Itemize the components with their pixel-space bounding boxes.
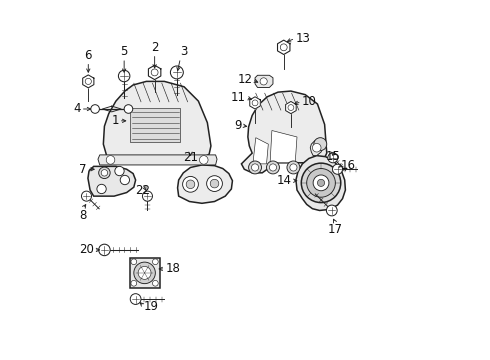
Text: 13: 13 bbox=[295, 32, 310, 45]
Text: 3: 3 bbox=[180, 45, 188, 58]
Circle shape bbox=[210, 179, 219, 188]
Text: 7: 7 bbox=[79, 163, 87, 176]
Text: 15: 15 bbox=[325, 149, 340, 162]
Circle shape bbox=[130, 294, 141, 305]
Text: 9: 9 bbox=[234, 119, 242, 132]
Circle shape bbox=[124, 105, 133, 113]
Polygon shape bbox=[242, 91, 327, 173]
Polygon shape bbox=[255, 75, 273, 87]
Text: 18: 18 bbox=[166, 262, 180, 275]
Circle shape bbox=[313, 143, 321, 152]
Polygon shape bbox=[310, 140, 323, 156]
Circle shape bbox=[131, 259, 137, 265]
Polygon shape bbox=[83, 75, 94, 88]
Text: 17: 17 bbox=[328, 223, 343, 236]
Polygon shape bbox=[286, 102, 296, 114]
Circle shape bbox=[91, 105, 99, 113]
Text: 10: 10 bbox=[302, 95, 317, 108]
Circle shape bbox=[318, 179, 324, 186]
Text: 11: 11 bbox=[231, 91, 245, 104]
Text: 16: 16 bbox=[341, 159, 356, 172]
Circle shape bbox=[106, 156, 115, 164]
Polygon shape bbox=[98, 155, 217, 165]
Text: 21: 21 bbox=[183, 151, 198, 164]
Bar bbox=[129, 258, 160, 288]
Text: 5: 5 bbox=[121, 45, 128, 58]
Polygon shape bbox=[88, 166, 136, 196]
Circle shape bbox=[260, 78, 267, 85]
Circle shape bbox=[186, 180, 195, 189]
Circle shape bbox=[152, 259, 158, 265]
Polygon shape bbox=[253, 138, 269, 164]
Circle shape bbox=[143, 191, 152, 201]
Text: 22: 22 bbox=[135, 184, 150, 197]
Circle shape bbox=[97, 184, 106, 194]
Circle shape bbox=[290, 164, 297, 171]
Polygon shape bbox=[270, 131, 297, 163]
Text: 20: 20 bbox=[79, 243, 94, 256]
Circle shape bbox=[98, 167, 110, 179]
Text: 8: 8 bbox=[79, 209, 87, 222]
Circle shape bbox=[301, 163, 341, 203]
Circle shape bbox=[98, 244, 110, 256]
Circle shape bbox=[138, 266, 151, 279]
Circle shape bbox=[131, 280, 137, 286]
Polygon shape bbox=[296, 156, 345, 211]
Circle shape bbox=[134, 262, 155, 284]
Polygon shape bbox=[148, 65, 161, 80]
Circle shape bbox=[326, 205, 337, 216]
Circle shape bbox=[314, 138, 327, 150]
Circle shape bbox=[152, 280, 158, 286]
Circle shape bbox=[207, 176, 222, 192]
Polygon shape bbox=[103, 81, 211, 160]
Text: 4: 4 bbox=[74, 103, 81, 116]
Polygon shape bbox=[130, 108, 180, 142]
Circle shape bbox=[199, 156, 208, 164]
Text: 14: 14 bbox=[277, 174, 292, 187]
Text: 1: 1 bbox=[111, 114, 119, 127]
Circle shape bbox=[313, 175, 329, 191]
Circle shape bbox=[248, 161, 262, 174]
Circle shape bbox=[81, 191, 92, 201]
Polygon shape bbox=[177, 165, 232, 203]
Circle shape bbox=[307, 168, 335, 197]
Circle shape bbox=[171, 66, 183, 79]
Circle shape bbox=[270, 164, 276, 171]
Circle shape bbox=[183, 176, 198, 192]
Text: 12: 12 bbox=[237, 73, 252, 86]
Circle shape bbox=[119, 70, 130, 82]
Circle shape bbox=[267, 161, 279, 174]
Text: 2: 2 bbox=[151, 41, 158, 54]
Polygon shape bbox=[250, 97, 260, 109]
Text: 19: 19 bbox=[144, 300, 159, 313]
Circle shape bbox=[101, 170, 108, 176]
Circle shape bbox=[120, 175, 129, 185]
Circle shape bbox=[287, 161, 300, 174]
Circle shape bbox=[251, 164, 259, 171]
Circle shape bbox=[115, 166, 124, 176]
Circle shape bbox=[333, 164, 343, 174]
Polygon shape bbox=[277, 40, 290, 54]
Circle shape bbox=[328, 153, 338, 163]
Text: 6: 6 bbox=[85, 49, 92, 62]
